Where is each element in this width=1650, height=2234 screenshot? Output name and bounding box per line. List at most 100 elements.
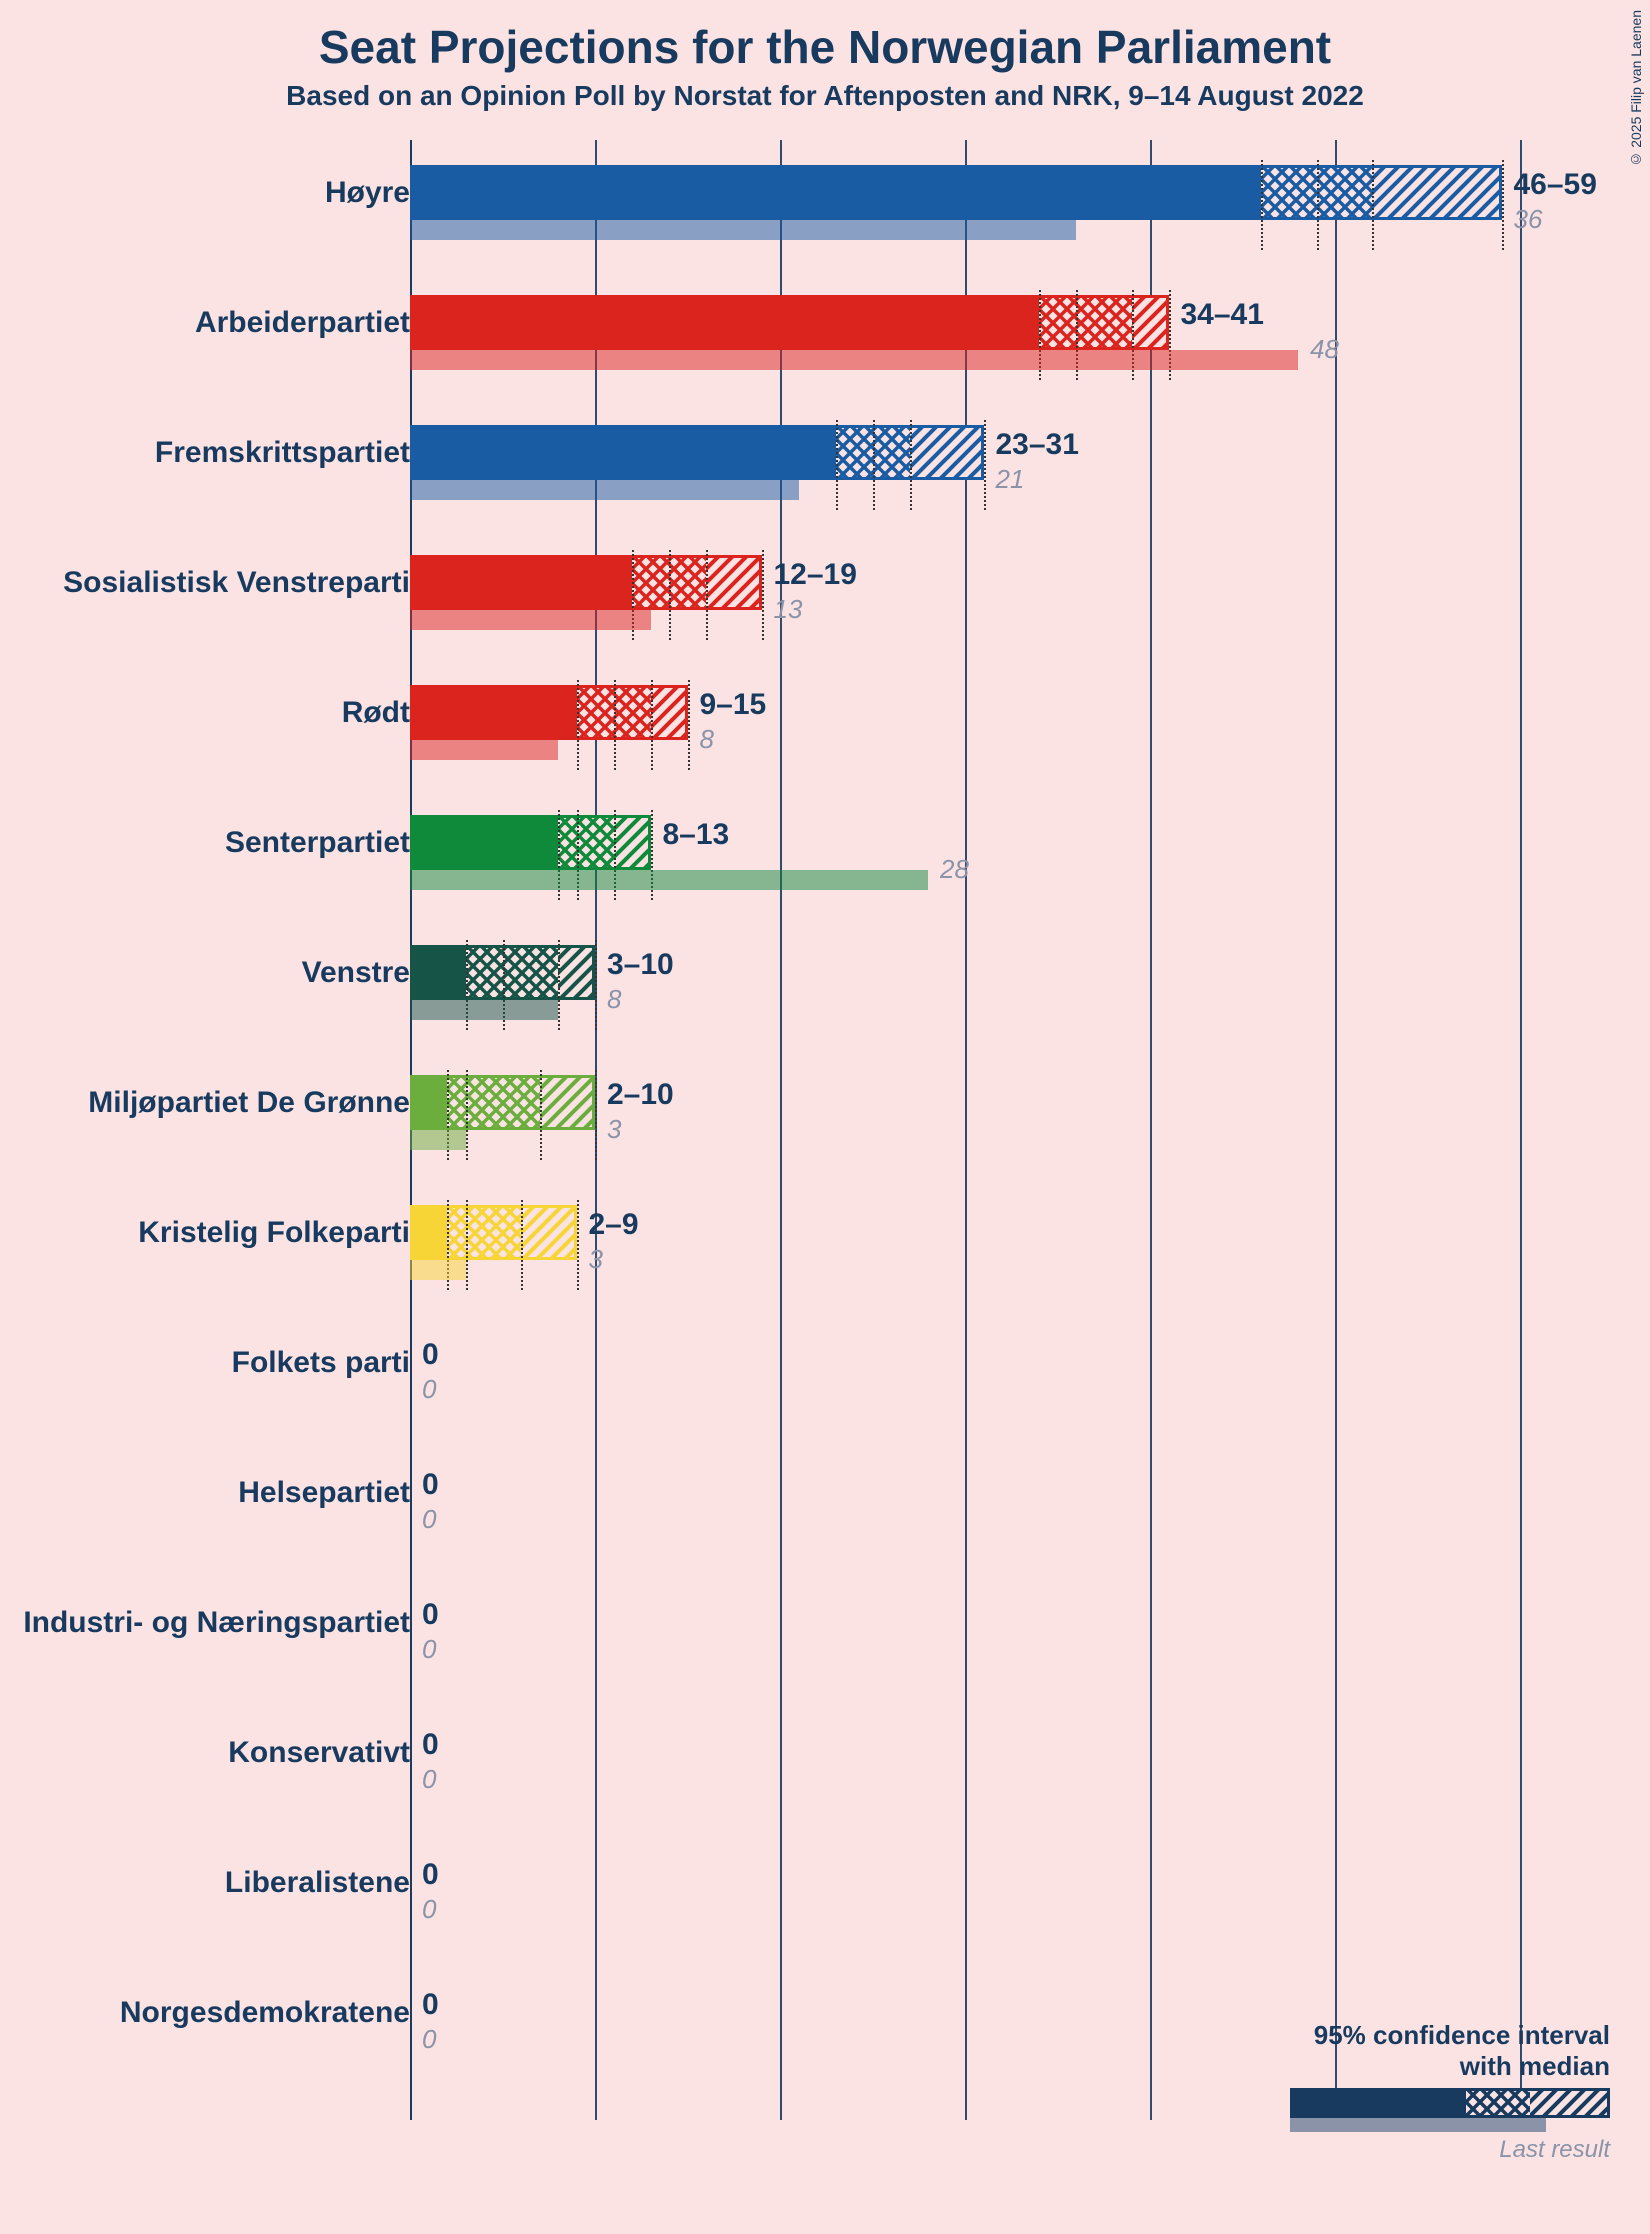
party-label: Liberalistene xyxy=(225,1866,410,1900)
prev-label: 13 xyxy=(774,594,803,625)
conf-tick xyxy=(984,420,986,510)
party-row: Liberalistene 00 xyxy=(0,1850,1650,1980)
prev-label: 3 xyxy=(607,1114,621,1145)
party-label: Høyre xyxy=(325,176,410,210)
bar-outline xyxy=(410,685,688,740)
prev-label: 8 xyxy=(607,984,621,1015)
party-label: Rødt xyxy=(342,696,410,730)
prev-label: 3 xyxy=(589,1244,603,1275)
party-label: Helsepartiet xyxy=(238,1476,410,1510)
bar-outline xyxy=(410,425,984,480)
party-label: Senterpartiet xyxy=(225,826,410,860)
range-label: 0 xyxy=(422,1468,439,1502)
party-row: Konservativt 00 xyxy=(0,1720,1650,1850)
prev-label: 0 xyxy=(422,2024,436,2055)
range-label: 0 xyxy=(422,1728,439,1762)
prev-label: 48 xyxy=(1310,334,1339,365)
conf-tick xyxy=(466,1200,468,1290)
party-row: Fremskrittspartiet 23–3121 xyxy=(0,420,1650,550)
party-row: Miljøpartiet De Grønne 2–103 xyxy=(0,1070,1650,1200)
range-label: 9–15 xyxy=(700,688,767,722)
range-label: 46–59 xyxy=(1514,168,1597,202)
legend-bar-outline xyxy=(1290,2088,1610,2118)
party-label: Norgesdemokratene xyxy=(120,1996,410,2030)
prev-label: 0 xyxy=(422,1374,436,1405)
party-row: Helsepartiet 00 xyxy=(0,1460,1650,1590)
range-label: 23–31 xyxy=(996,428,1079,462)
legend-last-result: Last result xyxy=(1250,2136,1610,2164)
bar-outline xyxy=(410,1075,595,1130)
conf-tick xyxy=(706,550,708,640)
range-label: 2–9 xyxy=(589,1208,639,1242)
bar-previous xyxy=(410,220,1076,240)
range-label: 0 xyxy=(422,1988,439,2022)
legend-prev-bar xyxy=(1290,2118,1546,2132)
legend-bar xyxy=(1250,2088,1610,2134)
range-label: 0 xyxy=(422,1338,439,1372)
chart-subtitle: Based on an Opinion Poll by Norstat for … xyxy=(0,80,1650,112)
prev-label: 0 xyxy=(422,1894,436,1925)
party-label: Venstre xyxy=(302,956,410,990)
conf-tick xyxy=(614,680,616,770)
party-row: Senterpartiet8–1328 xyxy=(0,810,1650,940)
bar-previous xyxy=(410,610,651,630)
party-row: Industri- og Næringspartiet 00 xyxy=(0,1590,1650,1720)
chart-stage: © 2025 Filip van Laenen Seat Projections… xyxy=(0,0,1650,2234)
conf-tick xyxy=(762,550,764,640)
party-row: Rødt 9–158 xyxy=(0,680,1650,810)
conf-tick xyxy=(558,940,560,1030)
range-label: 0 xyxy=(422,1598,439,1632)
conf-tick xyxy=(1372,160,1374,250)
conf-tick xyxy=(873,420,875,510)
conf-tick xyxy=(1261,160,1263,250)
range-label: 12–19 xyxy=(774,558,857,592)
conf-tick xyxy=(688,680,690,770)
prev-label: 8 xyxy=(700,724,714,755)
party-row: Høyre 46–5936 xyxy=(0,160,1650,290)
party-label: Miljøpartiet De Grønne xyxy=(88,1086,410,1120)
party-row: Venstre 3–108 xyxy=(0,940,1650,1070)
party-row: Sosialistisk Venstreparti 12–1913 xyxy=(0,550,1650,680)
party-label: Fremskrittspartiet xyxy=(155,436,410,470)
conf-tick xyxy=(1317,160,1319,250)
conf-tick xyxy=(466,1070,468,1160)
bar-outline xyxy=(410,1205,577,1260)
legend-line1: 95% confidence interval xyxy=(1250,2020,1610,2051)
conf-tick xyxy=(1502,160,1504,250)
bar-outline xyxy=(410,295,1169,350)
legend: 95% confidence interval with median Last… xyxy=(1250,2020,1610,2164)
legend-line2: with median xyxy=(1250,2051,1610,2082)
party-label: Sosialistisk Venstreparti xyxy=(63,566,410,600)
conf-tick xyxy=(577,680,579,770)
bar-outline xyxy=(410,165,1502,220)
party-label: Kristelig Folkeparti xyxy=(138,1216,410,1250)
chart-area: Høyre46–5936Arbeiderpartiet34–4148Fremsk… xyxy=(0,140,1650,2180)
bar-previous xyxy=(410,1260,466,1280)
prev-label: 21 xyxy=(996,464,1025,495)
bar-previous xyxy=(410,1000,558,1020)
party-row: Kristelig Folkeparti 2–93 xyxy=(0,1200,1650,1330)
bar-previous xyxy=(410,870,928,890)
bar-outline xyxy=(410,555,762,610)
range-label: 0 xyxy=(422,1858,439,1892)
conf-tick xyxy=(595,940,597,1030)
range-label: 2–10 xyxy=(607,1078,674,1112)
conf-tick xyxy=(651,680,653,770)
conf-tick xyxy=(521,1200,523,1290)
bar-previous xyxy=(410,1130,466,1150)
party-row: Arbeiderpartiet34–4148 xyxy=(0,290,1650,420)
prev-label: 0 xyxy=(422,1634,436,1665)
bar-previous xyxy=(410,480,799,500)
prev-label: 0 xyxy=(422,1504,436,1535)
party-label: Industri- og Næringspartiet xyxy=(23,1606,410,1640)
conf-tick xyxy=(669,550,671,640)
party-label: Folkets parti xyxy=(232,1346,410,1380)
prev-label: 0 xyxy=(422,1764,436,1795)
prev-label: 36 xyxy=(1514,204,1543,235)
range-label: 3–10 xyxy=(607,948,674,982)
conf-tick xyxy=(910,420,912,510)
conf-tick xyxy=(540,1070,542,1160)
bar-previous xyxy=(410,740,558,760)
party-label: Konservativt xyxy=(228,1736,410,1770)
chart-title: Seat Projections for the Norwegian Parli… xyxy=(0,20,1650,74)
